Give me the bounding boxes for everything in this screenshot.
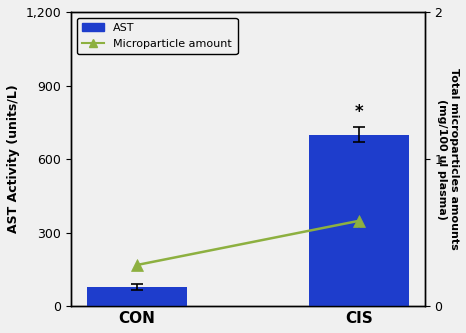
Text: *: * bbox=[355, 221, 363, 236]
Bar bbox=[87, 287, 187, 306]
Legend: AST, Microparticle amount: AST, Microparticle amount bbox=[76, 18, 238, 54]
Text: *: * bbox=[354, 103, 363, 121]
Y-axis label: AST Activity (units/L): AST Activity (units/L) bbox=[7, 85, 20, 233]
Bar bbox=[309, 135, 409, 306]
Y-axis label: Total microparticles amounts
(mg/100 ul plasma): Total microparticles amounts (mg/100 ul … bbox=[438, 68, 459, 250]
